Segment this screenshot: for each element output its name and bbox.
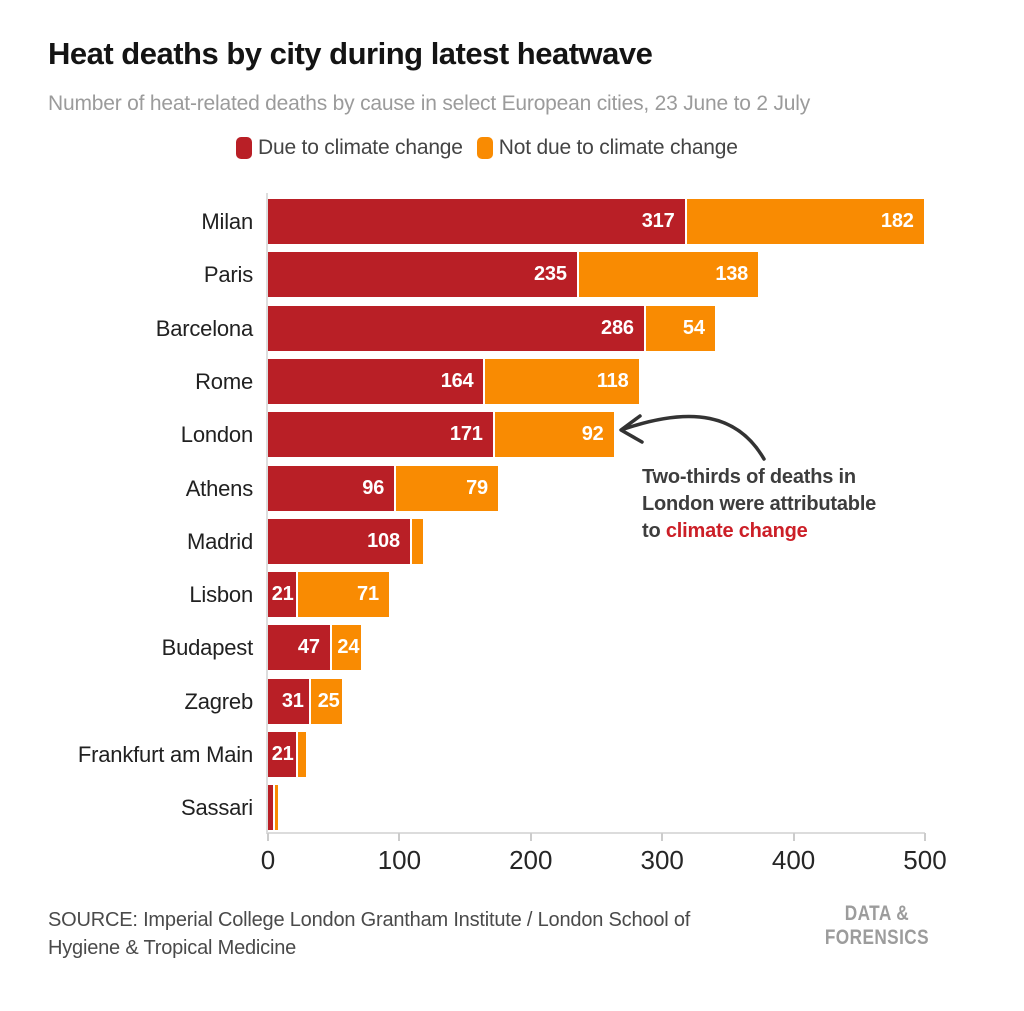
category-label: Rome <box>195 368 253 394</box>
bar-segment-not-climate <box>275 785 278 831</box>
bar-value-label: 24 <box>337 636 360 659</box>
category-label: Athens <box>185 475 253 501</box>
y-axis-line <box>266 193 268 833</box>
bar-value-label: 47 <box>297 636 320 659</box>
source-text: SOURCE: Imperial College London Grantham… <box>48 906 768 962</box>
legend: Due to climate change Not due to climate… <box>236 136 738 160</box>
category-label: Paris <box>203 262 253 288</box>
bar-segment-climate: 47 <box>268 625 330 671</box>
legend-item-not-climate: Not due to climate change <box>476 136 738 160</box>
bar-value-label: 118 <box>596 369 629 392</box>
bar-value-label: 25 <box>317 689 340 712</box>
bar-value-label: 286 <box>601 316 634 339</box>
source-line2: Hygiene & Tropical Medicine <box>48 937 297 959</box>
category-label: Barcelona <box>155 315 253 341</box>
x-axis-tick-label: 200 <box>509 845 553 875</box>
x-axis-tick <box>267 833 269 841</box>
annotation-line1: Two-thirds of deaths in <box>642 466 856 488</box>
bar-value-label: 182 <box>880 210 914 232</box>
bar-segment-climate: 164 <box>268 358 484 404</box>
legend-swatch-not-climate-icon <box>476 137 493 159</box>
bar-segment-climate <box>268 785 274 831</box>
category-label: Lisbon <box>189 582 253 608</box>
logo-line2: FORENSICS <box>824 926 929 949</box>
category-label: Madrid <box>186 528 253 554</box>
logo-line1: DATA & <box>844 902 910 925</box>
annotation-line3-prefix: to <box>642 520 666 542</box>
legend-swatch-climate-icon <box>236 137 252 159</box>
x-axis-tick-label: 100 <box>377 845 422 875</box>
annotation-arrow-icon <box>619 414 766 461</box>
bar-value-label: 79 <box>466 476 488 499</box>
x-axis-line <box>266 832 925 834</box>
bar-segment-not-climate: 92 <box>494 412 614 458</box>
data-forensics-logo: DATA & FORENSICS <box>825 902 929 950</box>
bar-segment-not-climate: 71 <box>297 572 389 618</box>
legend-label-climate: Due to climate change <box>258 136 463 159</box>
bar-value-label: 138 <box>715 263 749 286</box>
x-axis-tick <box>529 833 532 841</box>
x-axis-tick-label: 500 <box>903 845 947 875</box>
bar-segment-climate: 235 <box>268 252 577 298</box>
x-axis-tick <box>924 833 926 841</box>
bar-value-label: 235 <box>534 263 567 286</box>
annotation-line2: London were attributable <box>642 493 877 515</box>
bar-segment-climate: 96 <box>268 465 395 511</box>
bar-segment-not-climate: 25 <box>310 678 342 724</box>
category-label: Frankfurt am Main <box>77 742 253 767</box>
category-label: Budapest <box>161 635 254 661</box>
bar-segment-not-climate <box>411 518 424 564</box>
x-axis-tick-label: 400 <box>771 845 816 875</box>
category-label: Sassari <box>181 795 253 821</box>
bar-value-label: 21 <box>271 583 294 606</box>
bar-value-label: 164 <box>440 369 474 392</box>
bar-value-label: 54 <box>682 316 705 339</box>
legend-label-not-climate: Not due to climate change <box>498 136 738 159</box>
bar-segment-climate: 21 <box>268 572 296 618</box>
bar-value-label: 96 <box>362 476 385 499</box>
bar-value-label: 317 <box>641 210 675 232</box>
bar-value-label: 31 <box>281 689 304 712</box>
bar-segment-not-climate: 182 <box>686 199 924 244</box>
x-axis-tick <box>661 833 664 841</box>
bar-segment-climate: 108 <box>268 518 410 564</box>
bar-value-label: 21 <box>271 743 294 765</box>
chart-title: Heat deaths by city during latest heatwa… <box>48 36 653 71</box>
bar-segment-not-climate: 24 <box>331 625 362 671</box>
bar-segment-climate: 31 <box>268 678 309 724</box>
bar-segment-not-climate: 79 <box>396 465 498 511</box>
source-line1: SOURCE: Imperial College London Grantham… <box>48 909 691 931</box>
bar-segment-not-climate: 54 <box>645 305 715 351</box>
bar-segment-not-climate: 138 <box>578 252 759 298</box>
legend-item-climate: Due to climate change <box>236 136 463 160</box>
bar-segment-not-climate <box>297 732 307 777</box>
bar-segment-climate: 286 <box>268 305 644 351</box>
bar-segment-climate: 21 <box>268 732 296 777</box>
category-label: London <box>180 422 253 448</box>
bar-value-label: 71 <box>357 583 379 606</box>
bar-segment-climate: 171 <box>268 412 493 458</box>
x-axis-tick-label: 0 <box>260 845 276 875</box>
bar-segment-not-climate: 118 <box>485 358 639 404</box>
bar-value-label: 108 <box>367 529 400 552</box>
x-axis-tick-label: 300 <box>640 845 684 875</box>
chart-subtitle: Number of heat-related deaths by cause i… <box>48 92 811 115</box>
category-label: Zagreb <box>184 688 253 714</box>
x-axis-tick <box>792 833 795 841</box>
bar-value-label: 171 <box>449 423 483 446</box>
annotation-text: Two-thirds of deaths in London were attr… <box>642 464 922 545</box>
x-axis-tick <box>398 833 401 841</box>
category-label: Milan <box>201 209 253 234</box>
bar-segment-climate: 317 <box>268 199 685 244</box>
annotation-highlight: climate change <box>665 520 808 542</box>
